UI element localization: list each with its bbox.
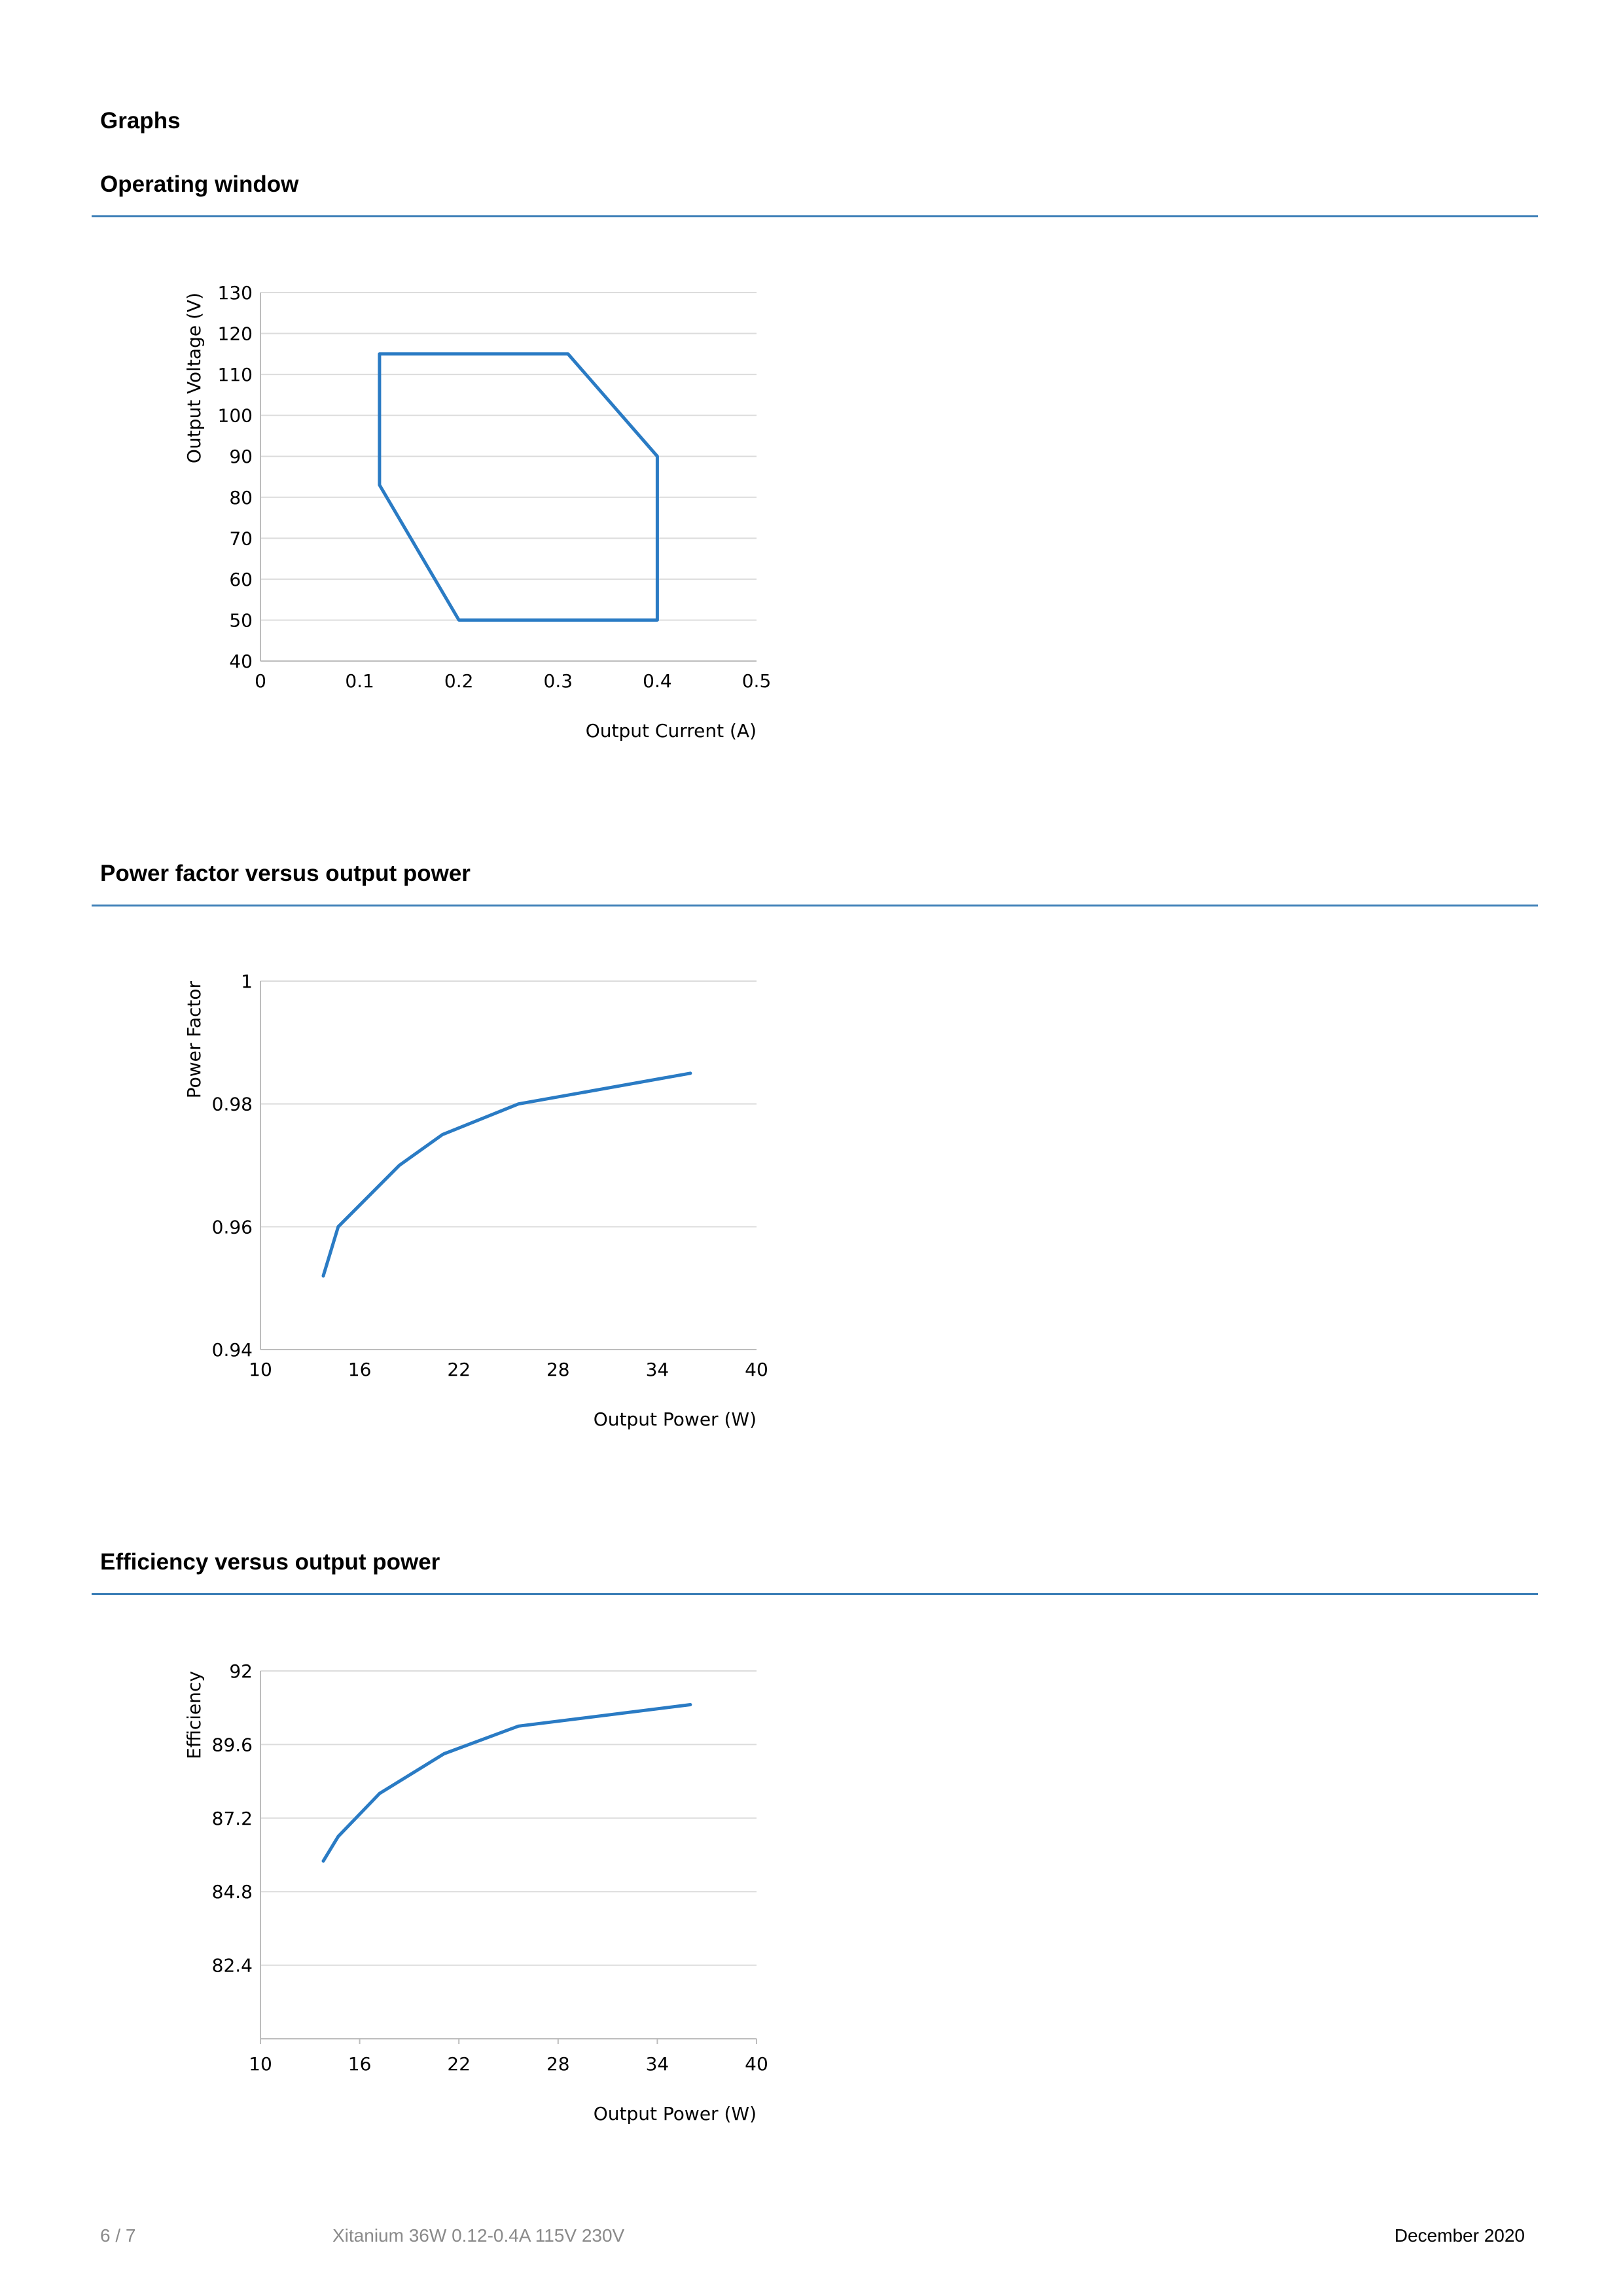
y-tick-label: 130 [218, 282, 253, 304]
x-tick-label: 16 [348, 2053, 372, 2075]
x-tick-label: 28 [546, 1359, 570, 1380]
y-tick-label: 84.8 [212, 1881, 253, 1903]
footer-date: December 2020 [1394, 2225, 1525, 2246]
y-tick-label: 0.94 [212, 1339, 253, 1361]
x-tick-label: 0.1 [345, 670, 374, 692]
data-series-line [321, 1703, 692, 1863]
x-tick-label: 10 [249, 2053, 272, 2075]
efficiency-chart: 82.4 84.8 87.2 89.6 92 10 16 22 28 34 40 Output Pow… [183, 1660, 768, 2125]
y-tick-label: 120 [218, 323, 253, 345]
y-tick-label: 0.96 [212, 1216, 253, 1238]
x-tick-label: 22 [447, 2053, 471, 2075]
section-divider [92, 215, 1538, 217]
y-tick-label: 90 [229, 446, 253, 467]
x-tick-label: 28 [546, 2053, 570, 2075]
section-title-operating-window: Operating window [100, 171, 299, 197]
x-tick-label: 40 [745, 1359, 768, 1380]
x-tick-label: 10 [249, 1359, 272, 1380]
y-tick-label: 0.98 [212, 1094, 253, 1115]
y-tick-label: 1 [241, 971, 253, 992]
x-axis-label: Output Power (W) [594, 2103, 757, 2125]
x-axis-label: Output Current (A) [586, 720, 757, 742]
data-series-line [378, 352, 659, 622]
y-tick-label: 80 [229, 487, 253, 509]
x-tick-label: 0.3 [544, 670, 573, 692]
y-tick-label: 100 [218, 405, 253, 427]
y-tick-label: 50 [229, 609, 253, 631]
y-tick-label: 70 [229, 528, 253, 549]
power-factor-chart: 0.94 0.96 0.98 1 10 16 22 28 34 40 Output Power (W… [183, 971, 768, 1430]
x-tick-label: 0.2 [444, 670, 474, 692]
x-tick-label: 22 [447, 1359, 471, 1380]
x-axis-label: Output Power (W) [594, 1408, 757, 1430]
section-divider [92, 1593, 1538, 1595]
x-tick-label: 0.4 [643, 670, 672, 692]
footer-page-number: 6 / 7 [100, 2225, 136, 2246]
y-tick-label: 110 [218, 364, 253, 386]
y-axis-label: Output Voltage (V) [183, 293, 205, 463]
section-title-power-factor: Power factor versus output power [100, 861, 471, 886]
y-tick-label: 89.6 [212, 1734, 253, 1755]
y-axis-label: Power Factor [183, 981, 205, 1099]
x-tick-label: 16 [348, 1359, 372, 1380]
x-tick-label: 0 [255, 670, 266, 692]
y-tick-label: 87.2 [212, 1808, 253, 1829]
y-tick-label: 82.4 [212, 1955, 253, 1977]
section-title-efficiency: Efficiency versus output power [100, 1549, 440, 1575]
x-tick-label: 0.5 [742, 670, 772, 692]
x-tick-label: 34 [646, 2053, 669, 2075]
y-tick-label: 60 [229, 569, 253, 590]
y-axis-label: Efficiency [183, 1671, 205, 1759]
y-tick-label: 40 [229, 651, 253, 672]
x-tick-label: 34 [646, 1359, 669, 1380]
data-series-line [321, 1071, 692, 1278]
footer-product-name: Xitanium 36W 0.12-0.4A 115V 230V [332, 2225, 625, 2246]
section-divider [92, 905, 1538, 906]
operating-window-chart: 40 50 60 70 80 90 100 110 120 130 0 0.1 0.2 0.3 0.4 0.5… [183, 282, 772, 742]
y-tick-label: 92 [229, 1660, 253, 1682]
page-heading: Graphs [100, 108, 181, 134]
x-tick-label: 40 [745, 2053, 768, 2075]
